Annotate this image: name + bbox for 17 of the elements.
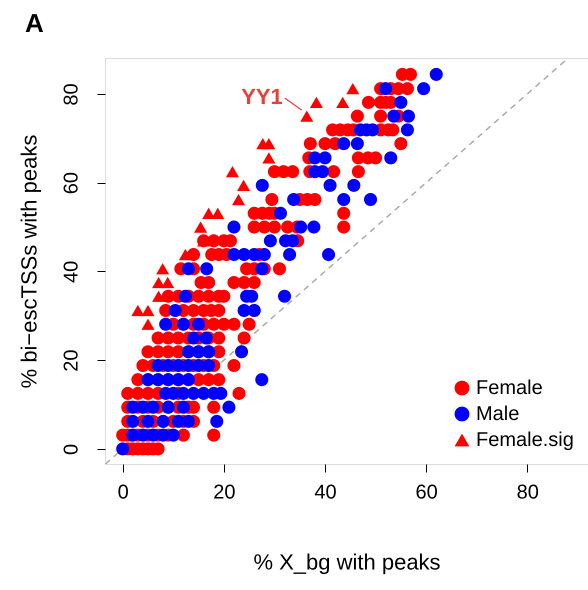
x-tick-label: 0 [118,482,129,504]
y-tick-label: 40 [60,260,82,284]
legend-label: Female.sig [476,429,574,451]
x-axis-title: % X_bg with peaks [253,550,441,574]
x-tick-label: 40 [314,482,337,504]
x-tick-label: 20 [213,482,236,504]
y-tick-label: 0 [60,444,82,455]
x-tick-label: 80 [516,482,539,504]
x-tick-label: 60 [416,482,438,504]
y-axis-title: % bi−escTSSs with peaks [16,134,42,388]
annotation: YY1 [241,84,283,110]
legend-label: Female [476,377,543,399]
y-tick-label: 60 [60,172,82,194]
y-tick-label: 20 [60,350,82,372]
chart-title: A [25,8,44,38]
y-tick-label: 80 [60,83,82,106]
legend-label: Male [476,403,520,425]
